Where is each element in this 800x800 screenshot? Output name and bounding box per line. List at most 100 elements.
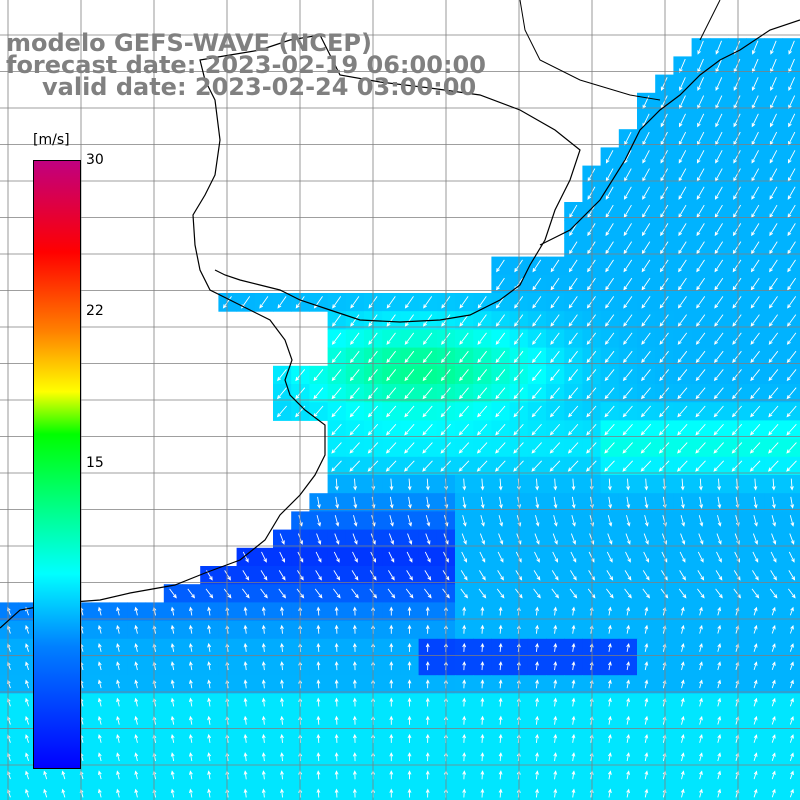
wind-arrow (459, 332, 469, 345)
wind-arrow (334, 788, 339, 798)
wind-arrow (462, 770, 467, 780)
wind-arrow (224, 570, 231, 581)
wind-arrow (25, 697, 30, 707)
wind-arrow (680, 679, 685, 689)
wind-arrow (352, 715, 357, 725)
wind-arrow (680, 752, 685, 762)
wind-arrow (699, 679, 703, 689)
wind-arrow (170, 715, 175, 725)
wind-arrow (462, 515, 467, 527)
wind-arrow (277, 369, 287, 382)
wind-arrow (626, 733, 630, 743)
wind-arrow (261, 679, 266, 689)
wind-arrow (753, 770, 758, 780)
wind-arrow (731, 405, 742, 418)
wind-arrow (604, 314, 615, 327)
wind-arrow (753, 752, 758, 762)
wind-arrow (480, 770, 485, 780)
wind-arrow (189, 679, 193, 689)
wind-arrow (626, 788, 630, 798)
wind-arrow (570, 533, 577, 545)
wind-arrow (768, 277, 778, 291)
wind-arrow (97, 624, 102, 634)
wind-arrow (786, 423, 797, 436)
wind-arrow (116, 679, 120, 689)
wind-arrow (786, 405, 797, 418)
wind-arrow (788, 551, 795, 563)
wind-arrow (695, 350, 706, 364)
wind-arrow (770, 77, 777, 92)
wind-arrow (571, 606, 576, 616)
wind-arrow (697, 77, 704, 92)
wind-arrow (626, 697, 630, 707)
wind-arrow (788, 58, 795, 73)
wind-arrow (623, 259, 633, 273)
wind-arrow (695, 405, 706, 418)
wind-arrow (607, 715, 612, 725)
wind-arrow (717, 496, 722, 509)
wind-arrow (586, 296, 596, 309)
wind-arrow (207, 642, 212, 652)
wind-arrow (260, 570, 268, 581)
wind-arrow (607, 788, 612, 798)
wind-arrow (788, 40, 795, 55)
wind-arrow (771, 752, 776, 762)
wind-arrow (280, 715, 284, 725)
wind-arrow (660, 150, 668, 164)
wind-arrow (189, 642, 193, 652)
wind-arrow (623, 241, 633, 255)
wind-arrow (389, 515, 394, 527)
wind-arrow (334, 770, 339, 780)
wind-arrow (389, 642, 394, 652)
wind-arrow (460, 570, 468, 581)
wind-arrow (462, 496, 467, 509)
wind-arrow (717, 679, 722, 689)
wind-arrow (641, 223, 651, 237)
wind-arrow (261, 606, 266, 616)
wind-arrow (571, 752, 576, 762)
wind-arrow (696, 296, 706, 309)
wind-arrow (640, 387, 651, 400)
wind-arrow (134, 606, 139, 616)
wind-arrow (677, 314, 687, 327)
wind-arrow (607, 661, 612, 671)
wind-arrow (679, 77, 686, 92)
wind-arrow (116, 624, 120, 634)
wind-arrow (315, 551, 322, 563)
wind-arrow (731, 460, 743, 472)
wind-arrow (334, 642, 339, 652)
wind-arrow (461, 551, 467, 563)
wind-arrow (332, 296, 342, 309)
wind-arrow (97, 679, 102, 689)
wind-arrow (789, 770, 794, 780)
wind-arrow (349, 405, 360, 418)
wind-arrow (25, 624, 30, 634)
wind-arrow (477, 405, 488, 418)
wind-arrow (261, 752, 266, 762)
wind-arrow (243, 661, 248, 671)
wind-arrow (570, 570, 577, 581)
wind-arrow (424, 588, 432, 599)
wind-arrow (477, 387, 488, 400)
wind-arrow (753, 679, 758, 689)
wind-arrow (425, 533, 431, 545)
wind-arrow (280, 770, 284, 780)
wind-arrow (786, 332, 797, 345)
wind-arrow (331, 405, 342, 418)
wind-arrow (480, 733, 485, 743)
wind-arrow (605, 223, 614, 237)
wind-arrow (680, 697, 685, 707)
wind-arrow (331, 423, 342, 436)
wind-arrow (644, 715, 649, 725)
wind-arrows (6, 40, 797, 798)
wind-arrow (659, 277, 669, 291)
wind-arrow (679, 551, 686, 563)
wind-arrow (189, 697, 193, 707)
wind-arrow (715, 113, 723, 128)
wind-arrow (714, 332, 724, 345)
wind-arrow (422, 332, 433, 345)
wind-arrow (116, 606, 120, 616)
wind-arrow (535, 661, 539, 671)
wind-arrow (770, 551, 777, 563)
wind-arrow (771, 788, 776, 798)
